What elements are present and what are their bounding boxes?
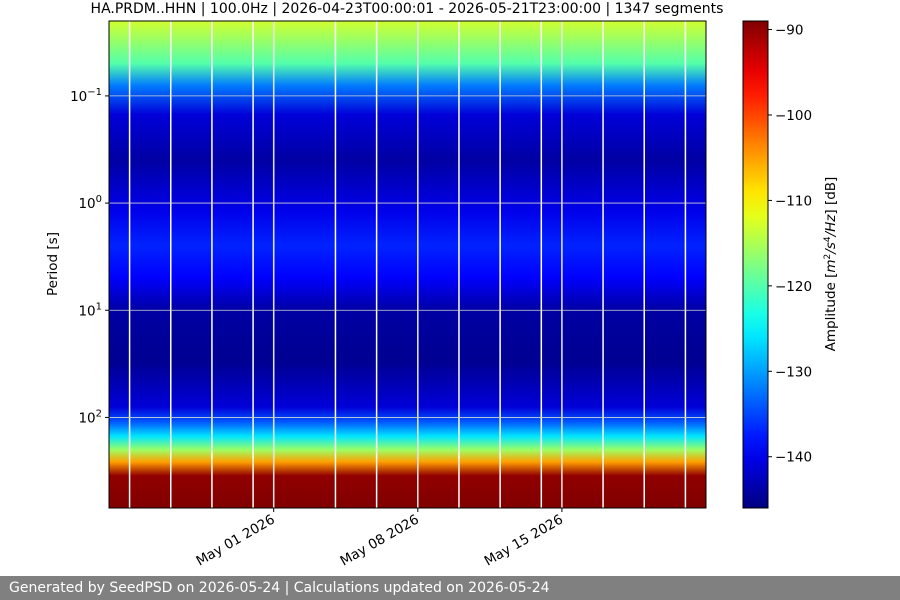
colorbar-tick-label: −110	[775, 193, 812, 209]
y-tick-label: 101	[78, 301, 102, 319]
colorbar-axis: −90 −100 −110 −120 −130 −140	[768, 23, 812, 466]
y-tick-label: 102	[78, 408, 102, 426]
x-axis: May 01 2026 May 08 2026 May 15 2026	[193, 508, 566, 570]
footer-bar: Generated by SeedPSD on 2026-05-24 | Cal…	[0, 576, 900, 600]
psd-spectrogram-chart: HA.PRDM..HHN | 100.0Hz | 2026-04-23T00:0…	[45, 1, 839, 570]
colorbar-tick-label: −90	[775, 23, 804, 39]
plot-area	[109, 21, 706, 508]
colorbar-gradient	[743, 21, 768, 508]
x-tick-label: May 15 2026	[482, 512, 566, 570]
plot-frame	[108, 20, 707, 509]
colorbar-tick-label: −140	[775, 450, 812, 466]
colorbar-tick-label: −120	[775, 279, 812, 295]
colorbar-tick-label: −130	[775, 364, 812, 380]
footer-text: Generated by SeedPSD on 2026-05-24 | Cal…	[9, 580, 550, 596]
y-axis-label: Period [s]	[45, 232, 61, 296]
x-tick-label: May 08 2026	[338, 512, 422, 570]
psd-heatmap	[109, 21, 706, 508]
chart-title: HA.PRDM..HHN | 100.0Hz | 2026-04-23T00:0…	[91, 1, 724, 17]
y-tick-label: 10−1	[70, 87, 102, 105]
colorbar	[743, 21, 768, 508]
colorbar-tick-label: −100	[775, 108, 812, 124]
x-tick-label: May 01 2026	[193, 512, 277, 570]
colorbar-frame	[742, 20, 769, 509]
y-tick-label: 100	[78, 194, 102, 212]
colorbar-label: Amplitude [m2/s4/Hz] [dB]	[823, 177, 839, 352]
y-axis: 10−1 100 101 102	[70, 87, 109, 426]
